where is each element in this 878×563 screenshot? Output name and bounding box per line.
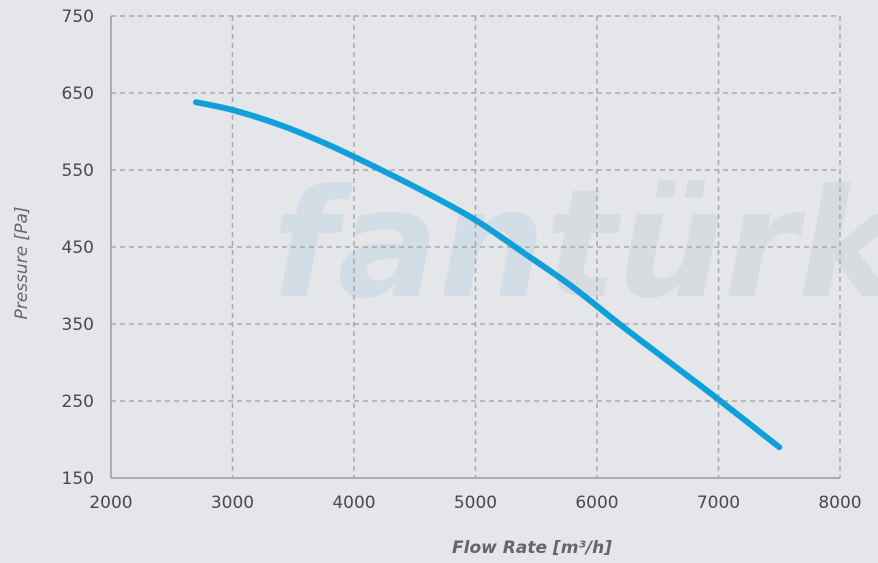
watermark-logo: fantürk (272, 158, 878, 332)
y-tick-label-250: 250 (62, 392, 94, 412)
x-tick-label-7000: 7000 (697, 493, 740, 513)
x-tick-label-5000: 5000 (454, 493, 497, 513)
x-tick-label-8000: 8000 (818, 493, 861, 513)
series-line-0 (193, 99, 783, 451)
y-tick-label-650: 650 (62, 84, 94, 104)
y-tick-label-150: 150 (62, 469, 94, 489)
y-tick-label-750: 750 (62, 7, 94, 27)
grid-lines (111, 15, 841, 478)
y-tick-label-550: 550 (62, 161, 94, 181)
watermark-fan: fan (272, 158, 545, 332)
axes (110, 16, 840, 479)
x-tick-label-6000: 6000 (575, 493, 618, 513)
x-axis-title: Flow Rate [m³/h] (452, 538, 612, 558)
x-tick-label-2000: 2000 (89, 493, 132, 513)
series-layer (193, 99, 783, 451)
y-tick-label-450: 450 (62, 238, 94, 258)
x-tick-label-4000: 4000 (332, 493, 375, 513)
x-tick-label-3000: 3000 (211, 493, 254, 513)
tick-labels: 2000 3000 4000 5000 6000 7000 8000 150 250 350 450… (62, 7, 862, 513)
y-tick-label-350: 350 (62, 315, 94, 335)
watermark-turk: türk (545, 158, 878, 332)
y-axis-title: Pressure [Pa] (12, 207, 32, 320)
